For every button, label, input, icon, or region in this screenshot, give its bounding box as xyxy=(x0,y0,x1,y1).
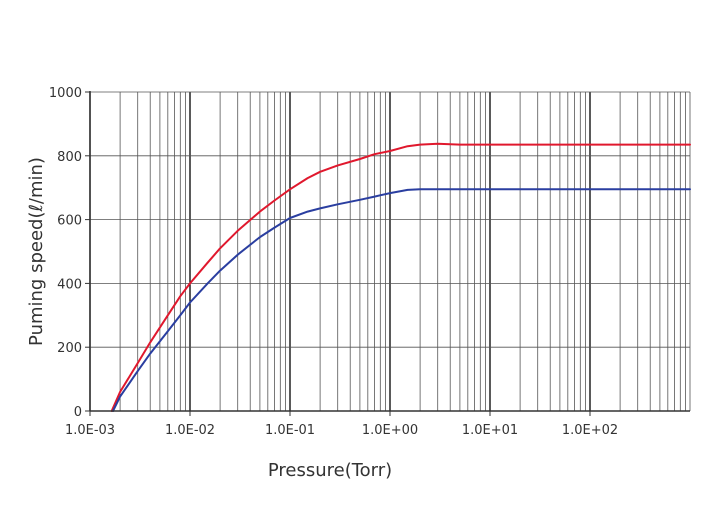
x-tick-label: 1.0E+00 xyxy=(362,423,418,438)
series-line-2 xyxy=(112,188,691,412)
y-axis-title: Puming speed(ℓ/min) xyxy=(26,157,47,346)
y-tick-label: 400 xyxy=(57,277,82,292)
x-tick-label: 1.0E-02 xyxy=(165,423,215,438)
x-tick-label: 1.0E+02 xyxy=(562,423,618,438)
x-tick-label: 1.0E+01 xyxy=(462,423,518,438)
grid-lines xyxy=(89,91,691,412)
series-layer xyxy=(110,142,691,412)
y-tick-labels: 0 200 400 600 800 1000 xyxy=(49,86,90,420)
y-tick-label: 0 xyxy=(74,405,82,420)
x-tick-labels: 1.0E-03 1.0E-02 1.0E-01 1.0E+00 1.0E+01 1.0E+… xyxy=(65,411,618,438)
y-tick-label: 1000 xyxy=(49,86,82,101)
x-axis-title: Pressure(Torr) xyxy=(268,460,392,481)
x-tick-label: 1.0E-01 xyxy=(265,423,315,438)
y-tick-label: 800 xyxy=(57,150,82,165)
x-tick-label: 1.0E-03 xyxy=(65,423,115,438)
series-line-1 xyxy=(110,142,691,412)
y-tick-label: 200 xyxy=(57,341,82,356)
y-tick-label: 600 xyxy=(57,214,82,229)
